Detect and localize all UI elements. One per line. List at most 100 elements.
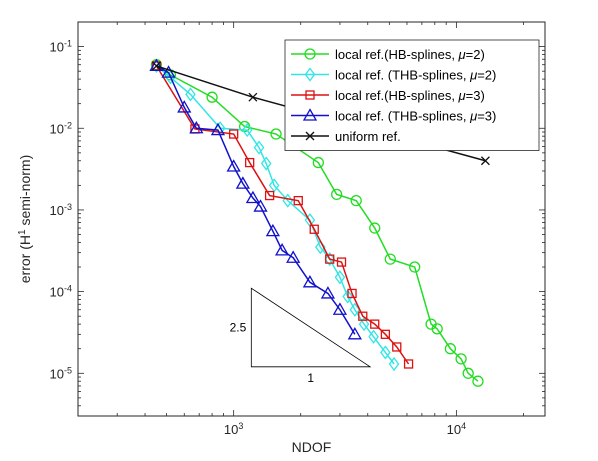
circle-marker xyxy=(409,261,421,273)
diamond-marker xyxy=(241,122,253,138)
square-marker xyxy=(347,288,357,299)
slope-base-label: 1 xyxy=(307,371,314,385)
legend-label-text: local ref. (THB-splines, xyxy=(335,109,470,124)
y-tick-label-base: 10 xyxy=(50,366,64,381)
diamond-marker xyxy=(349,302,361,317)
square-marker xyxy=(229,129,239,139)
circle-marker xyxy=(384,253,396,265)
square-marker xyxy=(358,311,368,321)
triangle-marker xyxy=(286,250,301,263)
diamond-marker xyxy=(358,317,370,332)
triangle-marker xyxy=(149,58,164,72)
triangle-marker xyxy=(210,122,226,136)
legend-label: local ref.(HB-splines, μ=3) xyxy=(335,88,485,103)
y-axis-label: error (H1 semi-norm) xyxy=(17,155,34,283)
diamond-marker xyxy=(185,87,196,102)
x-tick-label-base: 10 xyxy=(224,422,238,437)
diamond-marker xyxy=(380,345,391,360)
legend-entry: local ref. (THB-splines, μ=2) xyxy=(291,67,496,83)
series-4 xyxy=(149,58,362,340)
diamond-marker xyxy=(260,156,272,171)
slope-label: 2.5 xyxy=(230,321,247,335)
circle-marker xyxy=(330,188,343,201)
triangle-marker xyxy=(332,302,348,315)
triangle-marker xyxy=(347,327,362,340)
legend-label-suffix: =3) xyxy=(466,88,485,103)
x-axis-label: NDOF xyxy=(292,439,332,455)
legend-label-text: uniform ref. xyxy=(335,129,401,144)
slope-triangle-shape xyxy=(250,287,372,368)
circle-marker xyxy=(350,194,362,207)
x-tick-label-exponent: 3 xyxy=(238,421,243,431)
square-marker xyxy=(370,319,380,329)
y-tick-label-exponent: -1 xyxy=(64,39,72,49)
y-tick-label: 10-2 xyxy=(50,120,72,136)
triangle-marker xyxy=(253,199,268,212)
square-marker xyxy=(403,359,414,369)
y-tick-label: 10-3 xyxy=(50,202,72,218)
diamond-marker xyxy=(342,289,353,304)
x-tick-label-base: 10 xyxy=(447,422,461,437)
y-tick-label-base: 10 xyxy=(50,203,64,218)
legend-label: uniform ref. xyxy=(335,129,401,144)
triangle-marker xyxy=(302,274,318,288)
diamond-marker xyxy=(304,67,316,82)
square-marker xyxy=(336,257,347,267)
diamond-marker xyxy=(334,270,346,285)
y-axis-label-suffix: semi-norm) xyxy=(17,155,33,230)
legend-label-mu: μ xyxy=(458,47,466,62)
y-tick-label-exponent: -2 xyxy=(64,120,72,130)
x-marker xyxy=(305,131,315,141)
circle-marker xyxy=(206,91,218,103)
legend: local ref.(HB-splines, μ=2)local ref. (T… xyxy=(284,39,540,151)
y-tick-label-base: 10 xyxy=(50,40,64,55)
circle-marker xyxy=(431,323,443,335)
square-marker xyxy=(325,254,335,264)
triangle-marker xyxy=(235,176,251,189)
triangle-marker xyxy=(274,243,290,256)
x-marker xyxy=(151,61,161,71)
triangle-marker xyxy=(161,65,176,78)
circle-marker xyxy=(270,128,282,140)
circle-marker xyxy=(455,353,467,365)
y-tick-label-base: 10 xyxy=(50,121,64,136)
y-tick-label-exponent: -4 xyxy=(64,284,72,294)
series-1 xyxy=(150,59,484,387)
x-marker xyxy=(248,92,258,102)
legend-label-mu: μ xyxy=(469,109,477,124)
legend-entry: local ref.(HB-splines, μ=3) xyxy=(291,88,485,103)
x-tick-label-exponent: 4 xyxy=(461,421,466,431)
square-marker xyxy=(380,329,391,339)
triangle-marker xyxy=(226,159,241,172)
legend-entry: local ref. (THB-splines, μ=3) xyxy=(291,108,496,124)
x-marker xyxy=(480,156,490,166)
legend-label-text: local ref. (THB-splines, xyxy=(335,68,470,83)
y-axis-label-prefix: error (H xyxy=(17,235,33,283)
triangle-marker xyxy=(189,120,204,134)
y-tick-label-exponent: -5 xyxy=(64,365,72,375)
triangle-marker xyxy=(177,100,192,113)
square-marker xyxy=(293,195,303,206)
triangle-marker xyxy=(302,108,318,121)
slope-triangle: 2.51 xyxy=(230,287,372,385)
legend-entry: local ref.(HB-splines, μ=2) xyxy=(291,47,485,62)
triangle-marker xyxy=(265,223,281,237)
square-marker xyxy=(264,190,275,201)
circle-marker xyxy=(369,222,381,234)
legend-label-suffix: =3) xyxy=(477,109,496,124)
legend-label-mu: μ xyxy=(469,68,477,83)
y-tick-label: 10-4 xyxy=(50,284,72,300)
circle-marker xyxy=(304,48,316,60)
square-marker xyxy=(392,342,402,352)
diamond-marker xyxy=(253,140,265,155)
triangle-marker xyxy=(320,286,336,299)
circle-marker xyxy=(472,375,484,387)
legend-label-text: local ref.(HB-splines, xyxy=(335,88,459,103)
legend-label-suffix: =2) xyxy=(477,68,496,83)
x-tick-label: 103 xyxy=(224,421,243,437)
legend-label: local ref.(HB-splines, μ=2) xyxy=(335,47,485,62)
circle-marker xyxy=(462,367,474,379)
y-tick-label: 10-1 xyxy=(50,39,72,55)
y-axis-label-superscript: 1 xyxy=(17,229,28,235)
